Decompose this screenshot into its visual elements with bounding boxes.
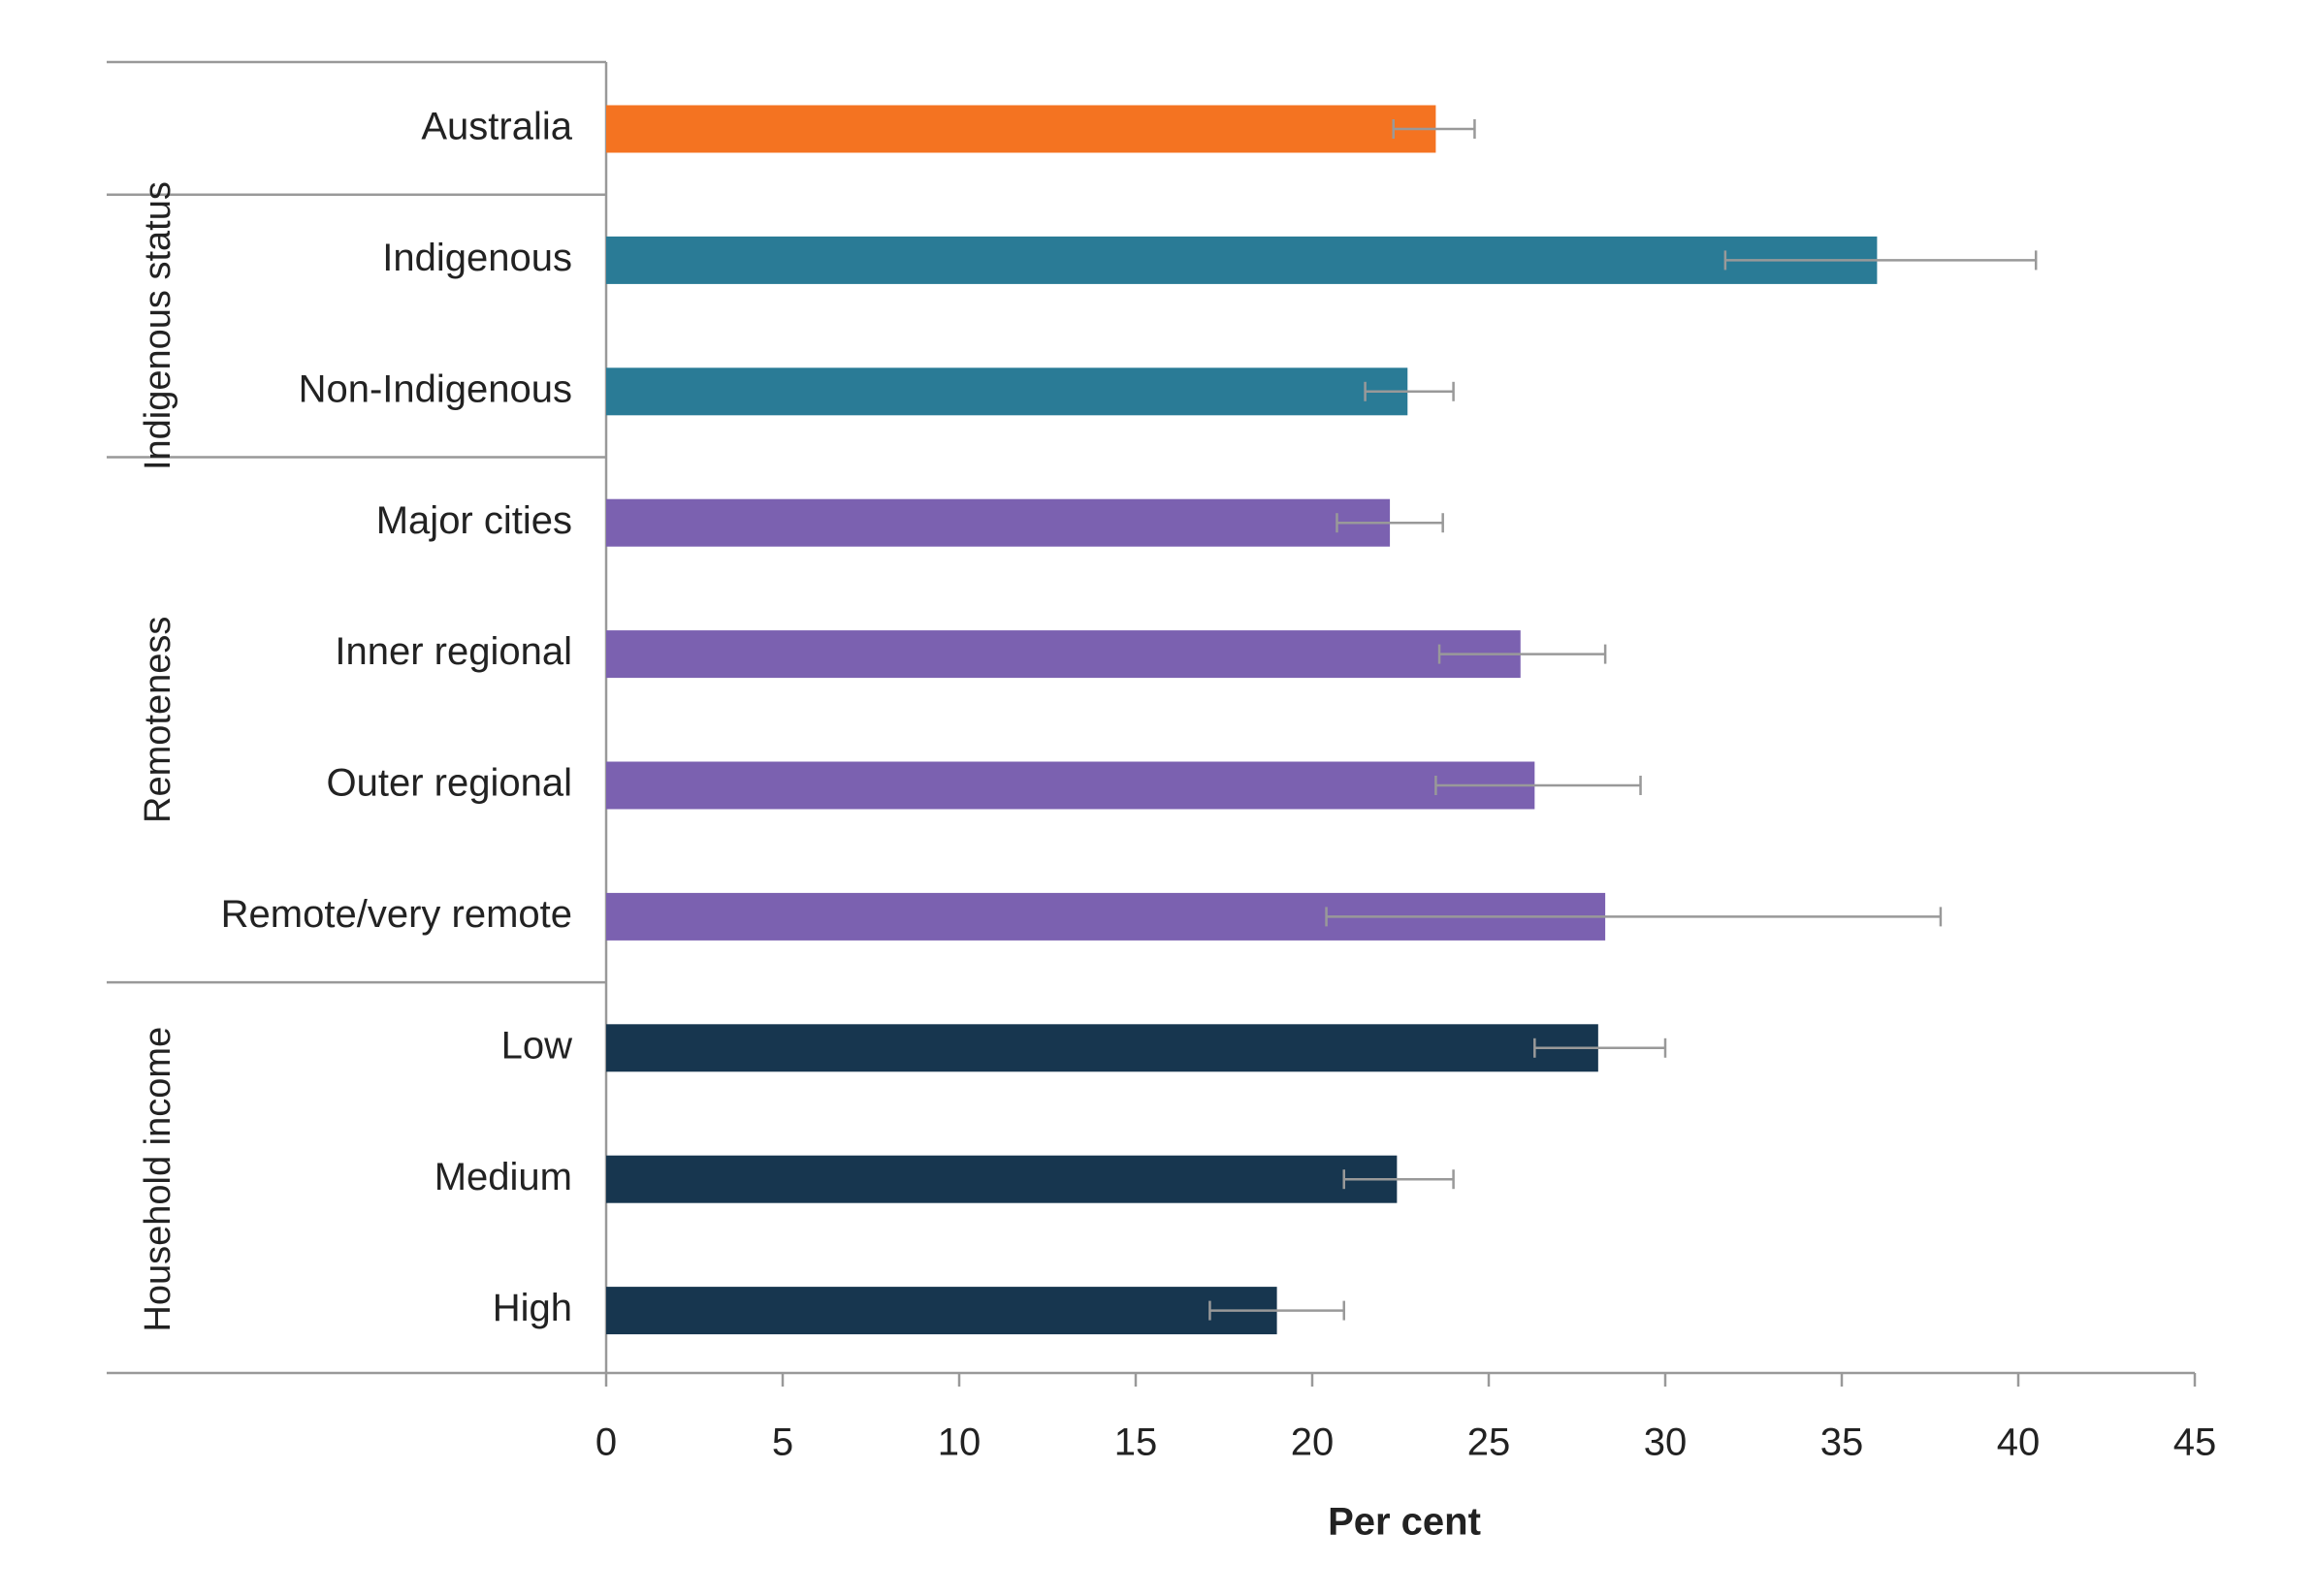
- x-tick-label: 45: [2173, 1421, 2217, 1464]
- x-tick-label: 5: [772, 1421, 793, 1464]
- y-tick-label: High: [493, 1287, 572, 1329]
- x-tick-label: 35: [1820, 1421, 1864, 1464]
- x-tick-label: 40: [1997, 1421, 2041, 1464]
- bar: [606, 761, 1535, 810]
- bar: [606, 630, 1521, 679]
- x-tick-label: 20: [1291, 1421, 1335, 1464]
- bar: [606, 105, 1436, 153]
- y-tick-label: Inner regional: [335, 630, 572, 673]
- x-tick-label: 0: [595, 1421, 617, 1464]
- y-tick-label: Remote/very remote: [221, 893, 572, 936]
- bar: [606, 498, 1391, 547]
- y-tick-label: Indigenous: [382, 237, 572, 279]
- y-tick-label: Australia: [421, 106, 572, 148]
- bar: [606, 1024, 1598, 1072]
- y-tick-label: Non-Indigenous: [299, 367, 572, 410]
- y-tick-label: Medium: [434, 1156, 572, 1198]
- bar: [606, 367, 1408, 416]
- x-tick-label: 30: [1644, 1421, 1688, 1464]
- x-tick-label: 25: [1467, 1421, 1511, 1464]
- bar: [606, 1287, 1277, 1335]
- x-axis-label: Per cent: [1328, 1501, 1481, 1544]
- group-label: Remoteness: [138, 617, 178, 823]
- bar: [606, 1155, 1398, 1203]
- x-tick-label: 10: [938, 1421, 982, 1464]
- y-tick-label: Major cities: [376, 499, 572, 542]
- y-tick-label: Outer regional: [327, 762, 572, 805]
- group-label: Indigenous status: [138, 181, 178, 470]
- x-tick-label: 15: [1114, 1421, 1158, 1464]
- bar: [606, 236, 1878, 284]
- y-tick-label: Low: [501, 1024, 572, 1067]
- group-label: Household income: [138, 1027, 178, 1332]
